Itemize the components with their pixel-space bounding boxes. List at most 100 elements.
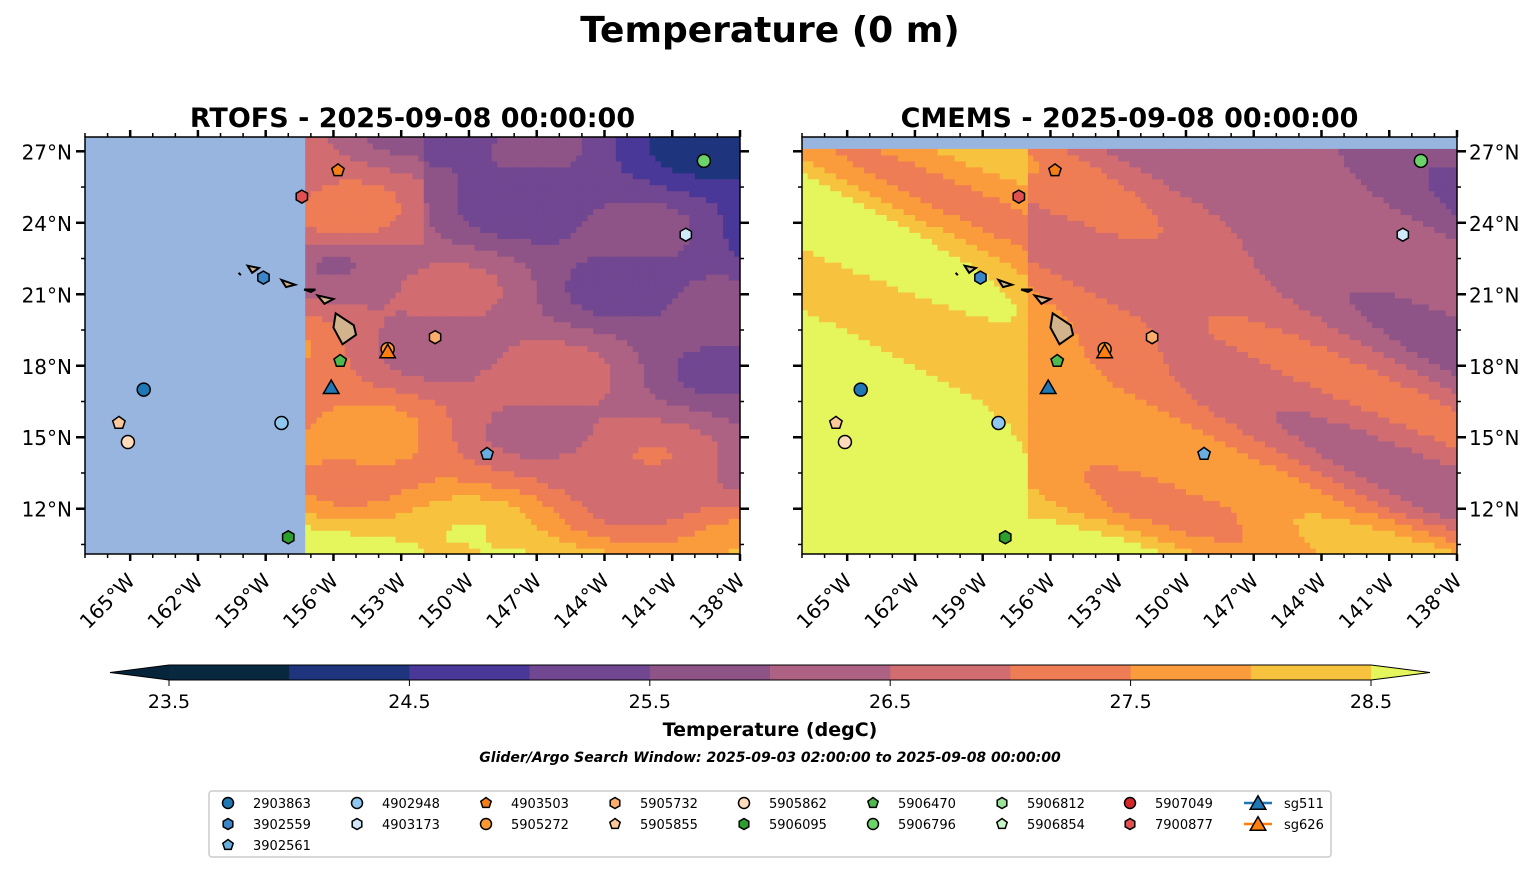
field-cell xyxy=(587,446,594,454)
field-cell xyxy=(706,428,713,436)
field-cell xyxy=(435,506,442,513)
field-cell xyxy=(632,458,639,466)
field-cell xyxy=(508,434,515,442)
field-cell xyxy=(610,506,617,513)
field-cell xyxy=(587,274,594,281)
field-cell xyxy=(305,190,312,198)
field-cell xyxy=(570,178,577,186)
field-cell xyxy=(689,250,696,257)
field-cell xyxy=(412,297,419,305)
field-cell xyxy=(638,148,645,156)
field-cell xyxy=(497,208,504,216)
field-cell xyxy=(644,446,651,454)
field-cell xyxy=(632,488,639,496)
field-cell xyxy=(683,279,690,287)
field-cell xyxy=(553,208,560,216)
field-cell xyxy=(627,309,634,317)
field-cell xyxy=(497,274,504,281)
field-cell xyxy=(576,363,583,370)
field-cell xyxy=(502,416,510,424)
field-cell xyxy=(497,309,504,317)
field-cell xyxy=(700,357,707,364)
field-cell xyxy=(632,166,639,174)
field-cell xyxy=(564,142,572,150)
field-cell xyxy=(361,357,368,364)
field-cell xyxy=(372,303,380,311)
field-cell xyxy=(491,488,498,496)
field-cell xyxy=(581,232,589,239)
field-cell xyxy=(638,285,645,293)
field-cell xyxy=(587,387,594,394)
field-cell xyxy=(638,518,645,525)
field-cell xyxy=(463,339,470,347)
field-cell xyxy=(508,351,515,359)
field-cell xyxy=(429,434,436,442)
field-cell xyxy=(644,196,651,204)
field-cell xyxy=(615,345,623,353)
field-cell xyxy=(389,297,397,305)
field-cell xyxy=(423,393,431,400)
field-cell xyxy=(638,333,645,341)
field-cell xyxy=(576,137,583,144)
field-cell xyxy=(694,470,702,478)
field-cell xyxy=(553,512,560,519)
field-cell xyxy=(660,160,668,168)
field-cell xyxy=(508,411,515,418)
field-cell xyxy=(305,375,312,382)
field-cell xyxy=(485,351,493,359)
field-cell xyxy=(491,262,498,269)
field-cell xyxy=(474,262,481,269)
field-cell xyxy=(372,202,380,210)
field-cell xyxy=(440,536,447,543)
field-cell xyxy=(706,452,713,460)
field-cell xyxy=(463,434,470,442)
field-cell xyxy=(548,279,555,287)
field-cell xyxy=(593,542,600,549)
field-cell xyxy=(322,452,329,460)
field-cell xyxy=(666,339,673,347)
field-cell xyxy=(649,476,656,484)
field-cell xyxy=(514,274,521,281)
field-cell xyxy=(316,178,323,186)
field-cell xyxy=(333,178,340,186)
field-cell xyxy=(621,536,628,543)
field-cell xyxy=(327,476,335,484)
field-cell xyxy=(649,542,656,549)
field-cell xyxy=(593,446,600,454)
field-cell xyxy=(519,137,527,144)
field-cell xyxy=(581,166,589,174)
field-cell xyxy=(316,166,323,174)
field-cell xyxy=(401,530,408,537)
field-cell xyxy=(361,172,368,180)
field-cell xyxy=(418,327,425,335)
field-cell xyxy=(350,411,357,418)
field-cell xyxy=(621,291,628,299)
field-cell xyxy=(564,214,572,221)
field-cell xyxy=(587,196,594,204)
field-cell xyxy=(519,202,527,210)
field-cell xyxy=(576,166,583,174)
field-cell xyxy=(638,303,645,311)
field-cell xyxy=(333,142,340,150)
field-cell xyxy=(372,542,380,549)
field-cell xyxy=(491,274,498,281)
field-cell xyxy=(440,393,447,400)
field-cell xyxy=(446,494,453,501)
field-cell xyxy=(474,524,481,531)
field-cell xyxy=(627,452,634,460)
field-cell xyxy=(333,542,340,549)
field-cell xyxy=(435,172,442,180)
field-cell xyxy=(327,500,335,507)
field-cell xyxy=(677,363,685,370)
field-cell xyxy=(548,464,555,472)
field-cell xyxy=(316,148,323,156)
field-cell xyxy=(593,416,600,424)
field-cell xyxy=(372,512,380,519)
field-cell xyxy=(316,500,323,507)
field-cell xyxy=(339,202,346,210)
field-cell xyxy=(542,464,549,472)
field-cell xyxy=(406,315,414,323)
field-cell xyxy=(344,214,351,221)
field-cell xyxy=(401,542,408,549)
field-cell xyxy=(570,184,577,192)
